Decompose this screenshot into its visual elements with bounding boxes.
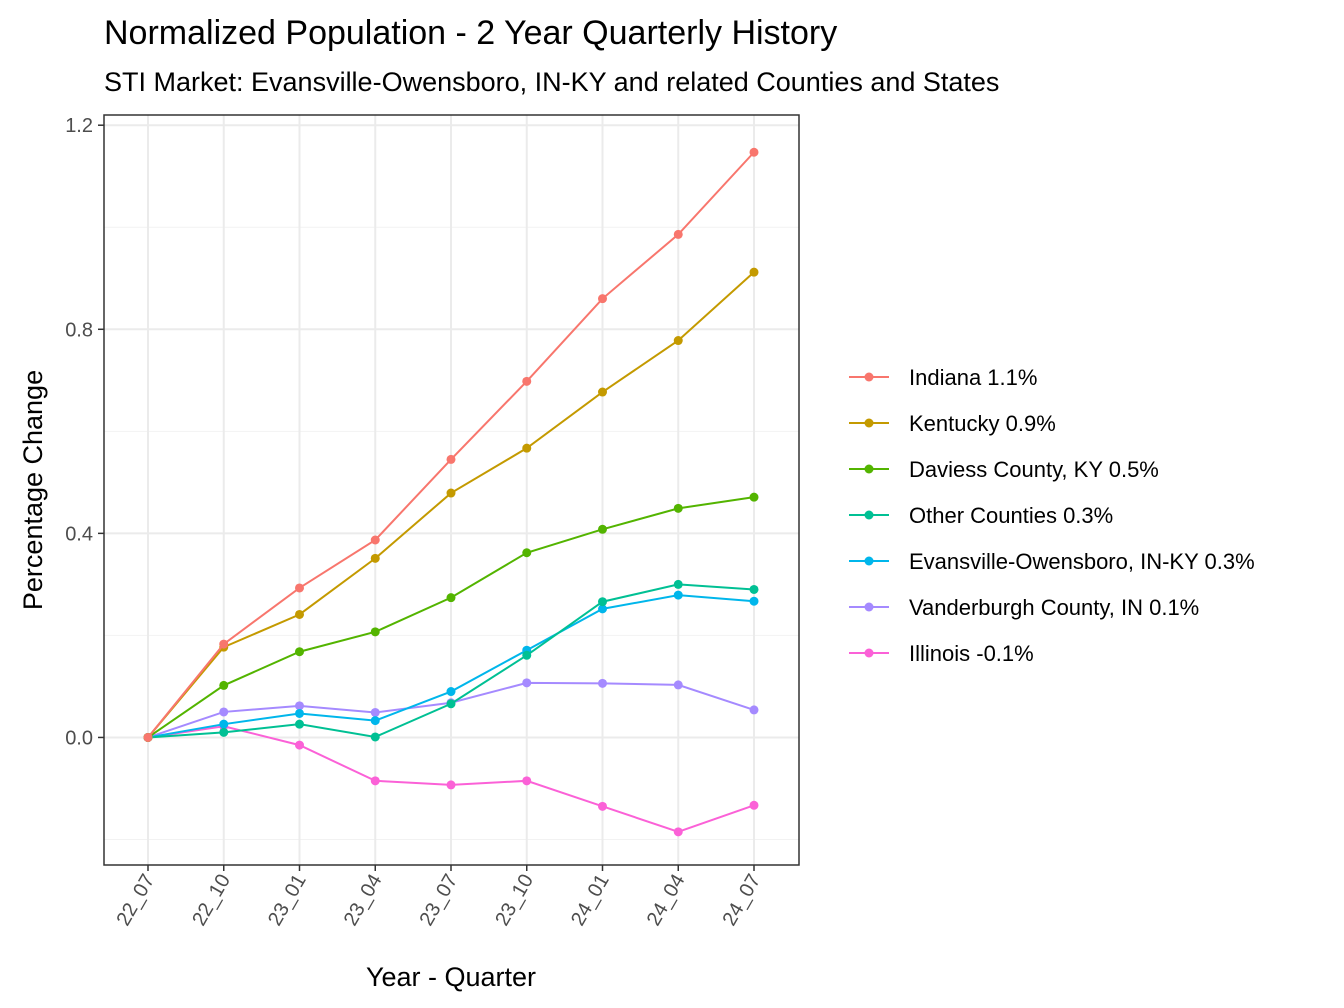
data-point [446,593,456,603]
data-point [673,503,683,513]
legend-label: Illinois -0.1% [909,641,1034,666]
x-tick-label: 24_01 [567,871,614,930]
legend-item: Kentucky 0.9% [849,411,1056,436]
x-tick-label: 23_01 [264,871,311,930]
data-point [446,687,456,697]
x-tick-label: 23_10 [491,871,538,930]
legend-item: Vanderburgh County, IN 0.1% [849,595,1199,620]
data-point [673,680,683,690]
y-tick-label: 0.0 [65,727,93,749]
legend-key-point [864,556,874,566]
data-point [219,719,229,729]
data-point [749,267,759,277]
series-4 [143,590,759,742]
legend-label: Daviess County, KY 0.5% [909,457,1159,482]
legend-label: Evansville-Owensboro, IN-KY 0.3% [909,549,1255,574]
series-0 [143,147,759,742]
data-point [749,492,759,502]
data-point [598,524,607,534]
x-axis-title: Year - Quarter [366,962,536,992]
data-point [749,147,759,157]
legend-label: Indiana 1.1% [909,365,1037,390]
legend-item: Other Counties 0.3% [849,503,1113,528]
data-point [219,707,229,717]
data-point [295,647,304,657]
data-point [219,639,229,649]
legend-item: Evansville-Owensboro, IN-KY 0.3% [849,549,1255,574]
grid-lines [104,115,799,865]
data-point [295,708,304,718]
data-point [295,701,304,711]
data-point [673,229,683,239]
data-point [522,776,532,786]
data-point [446,454,456,464]
chart-subtitle: STI Market: Evansville-Owensboro, IN-KY … [104,67,999,97]
x-tick-label: 22_10 [188,871,235,930]
chart-title: Normalized Population - 2 Year Quarterly… [104,14,837,52]
data-point [598,294,607,304]
data-point [598,597,607,607]
data-point [143,732,153,742]
data-point [749,584,759,594]
data-point [370,707,380,717]
x-tick-label: 24_04 [643,871,690,930]
data-point [598,387,607,397]
legend: Indiana 1.1% Kentucky 0.9% Daviess County,… [849,365,1255,666]
data-point [598,678,607,688]
y-tick-label: 0.4 [65,523,93,545]
data-point [446,488,456,498]
x-tick-label: 22_07 [112,871,159,930]
data-point [295,719,304,729]
data-point [673,590,683,600]
y-axis-title: Percentage Change [18,370,48,610]
data-point [749,705,759,715]
series-layer [143,147,759,837]
legend-label: Other Counties 0.3% [909,503,1113,528]
data-point [295,609,304,619]
data-point [522,678,532,688]
data-point [673,827,683,837]
data-point [370,535,380,545]
data-point [598,604,607,614]
legend-key-point [864,464,874,474]
x-tick-label: 23_07 [415,871,462,930]
y-tick-label: 1.2 [65,115,93,137]
data-point [446,699,456,709]
data-point [749,800,759,810]
legend-item: Daviess County, KY 0.5% [849,457,1159,482]
legend-key-point [864,648,874,658]
data-point [370,627,380,637]
x-tick-label: 24_07 [718,871,765,930]
data-point [522,443,532,453]
data-point [219,680,229,690]
data-point [370,732,380,742]
legend-key-point [864,602,874,612]
x-tick-label: 23_04 [340,871,387,930]
data-point [749,596,759,606]
y-tick-label: 0.8 [65,319,93,341]
data-point [370,776,380,786]
data-point [370,553,380,563]
data-point [598,801,607,811]
legend-label: Vanderburgh County, IN 0.1% [909,595,1199,620]
data-point [673,579,683,589]
legend-key-point [864,418,874,428]
data-point [446,780,456,790]
data-point [295,740,304,750]
legend-item: Indiana 1.1% [849,365,1037,390]
data-point [522,548,532,558]
legend-label: Kentucky 0.9% [909,411,1056,436]
legend-key-point [864,510,874,520]
data-point [219,727,229,737]
data-point [673,336,683,346]
data-point [522,650,532,660]
legend-item: Illinois -0.1% [849,641,1034,666]
data-point [522,376,532,386]
data-point [295,583,304,593]
data-point [370,716,380,726]
legend-key-point [864,372,874,382]
series-2 [143,492,759,742]
